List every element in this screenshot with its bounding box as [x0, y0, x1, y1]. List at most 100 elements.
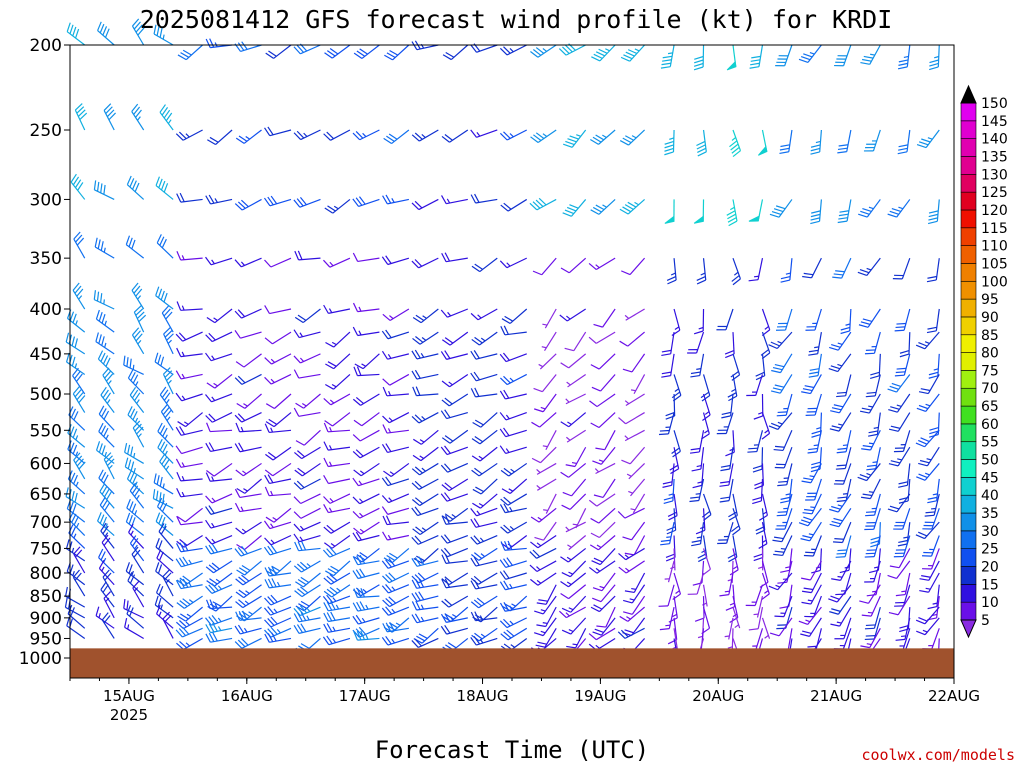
wind-barb	[264, 353, 292, 365]
pressure-tick-label: 550	[30, 421, 62, 441]
colorbar-label: 65	[981, 399, 999, 415]
wind-barb	[175, 578, 203, 590]
wind-barb	[499, 617, 527, 629]
wind-barb	[235, 572, 262, 586]
wind-barb	[323, 457, 351, 468]
wind-barb	[205, 505, 233, 515]
wind-barb	[412, 521, 439, 536]
wind-barb	[352, 326, 380, 337]
colorbar-label: 40	[981, 488, 999, 504]
wind-barb	[858, 199, 881, 218]
wind-barb	[352, 493, 380, 505]
wind-barb	[801, 463, 822, 484]
wind-barb	[836, 430, 852, 454]
wind-barb	[624, 535, 646, 556]
wind-barb	[589, 560, 616, 574]
wind-barb	[559, 308, 586, 322]
wind-barb	[692, 463, 705, 489]
wind-barb	[590, 595, 616, 613]
ground-below-surface	[70, 648, 954, 678]
wind-barb	[176, 595, 203, 609]
wind-barb	[382, 572, 410, 584]
wind-barb	[533, 617, 557, 637]
wind-barb	[234, 637, 262, 649]
colorbar-swatch	[960, 280, 977, 300]
wind-barb	[562, 199, 587, 217]
wind-barb	[352, 429, 380, 442]
wind-barb	[235, 422, 262, 433]
wind-barb	[294, 446, 321, 460]
wind-barb	[566, 373, 587, 388]
wind-barb	[324, 535, 351, 549]
wind-barb	[542, 430, 557, 451]
wind-barb	[808, 353, 822, 378]
wind-barb	[472, 493, 498, 509]
wind-barb	[810, 199, 822, 225]
wind-barb	[661, 332, 675, 357]
wind-barb	[622, 521, 646, 541]
wind-barb	[384, 44, 410, 61]
colorbar-label: 30	[981, 524, 999, 540]
wind-barb	[159, 386, 174, 413]
wind-barb	[500, 198, 528, 212]
wind-barb	[664, 199, 675, 224]
time-tick-label: 22AUG	[928, 687, 980, 705]
colorbar-label: 105	[981, 256, 1008, 272]
wind-barb	[264, 566, 292, 577]
wind-barb	[177, 412, 203, 428]
wind-barb	[176, 192, 203, 203]
wind-barb	[131, 103, 145, 131]
wind-barb	[471, 462, 498, 477]
wind-barb	[157, 438, 174, 464]
wind-barb	[922, 535, 940, 557]
wind-barb	[533, 393, 557, 413]
wind-barb	[830, 606, 852, 627]
wind-barb	[928, 353, 940, 379]
wind-barb	[500, 521, 528, 534]
wind-barb	[352, 393, 380, 406]
wind-barb	[294, 541, 321, 552]
wind-barb	[158, 523, 174, 549]
wind-barb	[500, 627, 528, 641]
wind-barb	[619, 129, 646, 146]
wind-barb	[93, 290, 115, 310]
wind-barb	[768, 572, 793, 591]
wind-barb	[353, 587, 380, 598]
wind-barb	[155, 583, 174, 608]
wind-barb	[293, 369, 321, 379]
wind-barb	[829, 412, 852, 432]
wind-barb	[837, 129, 852, 154]
pressure-tick-label: 450	[30, 345, 62, 365]
wind-barb	[916, 129, 940, 149]
wind-barb	[588, 257, 616, 271]
wind-barb	[235, 462, 262, 477]
time-tick-label: 16AUG	[221, 687, 273, 705]
wind-barb	[234, 502, 262, 513]
wind-barb	[353, 630, 380, 641]
wind-barb	[73, 231, 86, 259]
wind-barb	[205, 331, 233, 343]
wind-barb	[774, 595, 793, 618]
wind-barb	[687, 572, 705, 595]
wind-barb	[162, 367, 174, 395]
wind-barb	[323, 304, 351, 314]
wind-barb	[411, 493, 439, 507]
wind-barb	[668, 596, 678, 623]
wind-barb	[411, 637, 439, 648]
wind-barb	[440, 409, 468, 420]
wind-barb	[529, 547, 557, 559]
wind-barb	[323, 474, 351, 485]
wind-barb	[775, 508, 793, 530]
wind-barb	[530, 535, 557, 549]
wind-barb	[860, 44, 881, 65]
wind-barb	[413, 429, 439, 445]
wind-barb	[803, 535, 822, 557]
wind-barb	[129, 386, 145, 413]
wind-barb	[156, 234, 174, 259]
wind-barb	[630, 493, 646, 514]
time-tick-label: 18AUG	[457, 687, 509, 705]
wind-barb	[887, 199, 911, 218]
wind-barb	[798, 606, 822, 625]
wind-barb	[325, 560, 351, 577]
wind-barb	[777, 463, 793, 487]
